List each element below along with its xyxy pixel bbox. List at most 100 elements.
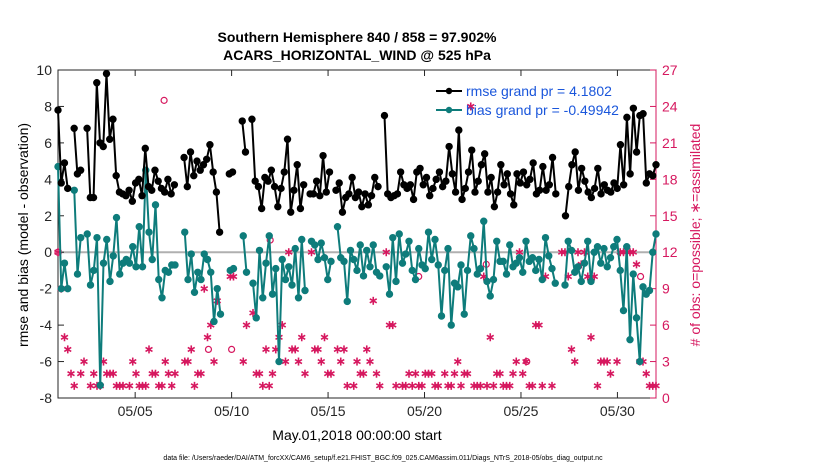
asterisk-stroke <box>291 346 300 353</box>
obs-assimilated-marker <box>632 260 641 269</box>
obs-assimilated-marker <box>320 333 329 342</box>
bias-line <box>183 232 222 323</box>
rmse-point <box>199 161 208 169</box>
y-tick-label-left: 8 <box>44 98 52 114</box>
rmse-point <box>170 181 179 189</box>
bias-point <box>441 266 449 275</box>
bias-line <box>242 235 248 273</box>
obs-assimilated-marker <box>327 369 335 378</box>
bias-point <box>242 268 251 276</box>
bias-point <box>301 286 309 295</box>
asterisk-stroke <box>294 358 303 365</box>
y-axis-label-right: # of obs: o=possible; ∗=assimilated <box>687 124 703 347</box>
rmse-point <box>632 148 641 156</box>
rmse-point <box>406 181 415 189</box>
rmse-point <box>202 155 211 163</box>
obs-assimilated-marker <box>307 248 316 257</box>
asterisk-stroke <box>632 261 641 268</box>
obs-assimilated-marker <box>369 296 378 305</box>
rmse-point <box>455 126 463 134</box>
obs-possible-marker <box>204 345 213 354</box>
rmse-point <box>228 168 237 176</box>
bias-point <box>434 261 442 269</box>
bias-point <box>652 230 660 238</box>
rmse-point <box>590 184 599 193</box>
asterisk-stroke <box>411 371 420 377</box>
obs-assimilated-marker <box>167 381 176 390</box>
bias-point <box>129 243 137 251</box>
asterisk-stroke <box>401 383 410 389</box>
rmse-point <box>409 195 418 204</box>
obs-assimilated-marker <box>128 357 137 366</box>
asterisk-stroke <box>366 358 374 365</box>
obs-assimilated-marker <box>466 102 475 111</box>
rmse-point <box>568 161 576 169</box>
obs-assimilated-marker <box>239 357 248 366</box>
rmse-point <box>358 202 366 211</box>
asterisk-stroke <box>109 371 118 377</box>
bias-point <box>135 223 143 231</box>
rmse-point <box>523 181 531 189</box>
bias-point <box>333 223 342 231</box>
rmse-point <box>112 171 120 180</box>
rmse-point <box>154 177 162 185</box>
rmse-point <box>561 212 570 220</box>
obs-assimilated-marker <box>457 381 465 390</box>
bias-point <box>538 275 546 284</box>
asterisk-stroke <box>320 334 329 340</box>
obs-assimilated-marker <box>229 272 238 281</box>
bias-point <box>567 246 576 255</box>
obs-assimilated-marker <box>388 321 397 330</box>
bias-line <box>86 169 175 387</box>
rmse-point <box>89 193 98 202</box>
bias-point <box>109 252 117 260</box>
asterisk-stroke <box>141 383 150 389</box>
asterisk-stroke <box>76 371 85 377</box>
x-tick-label: 05/15 <box>311 403 346 419</box>
bias-point <box>285 263 293 271</box>
bias-point <box>597 259 605 267</box>
obs-assimilated-marker <box>535 321 543 330</box>
bias-point <box>392 277 400 286</box>
rmse-point <box>500 181 508 189</box>
bias-point <box>613 235 621 244</box>
obs-assimilated-marker <box>518 369 527 378</box>
x-tick-label: 05/25 <box>503 403 538 419</box>
obs-assimilated-marker <box>145 345 153 354</box>
asterisk-stroke <box>184 358 192 365</box>
bias-point <box>369 241 377 249</box>
bias-point <box>493 237 501 245</box>
bias-point <box>437 312 446 320</box>
rmse-point <box>287 208 295 216</box>
bias-point <box>184 275 192 284</box>
rmse-point <box>345 190 353 198</box>
rmse-point <box>241 148 250 156</box>
rmse-point <box>361 190 369 198</box>
obs-assimilated-marker <box>340 345 348 354</box>
bias-point <box>470 244 478 253</box>
obs-assimilated-marker <box>184 357 192 366</box>
asterisk-stroke <box>255 371 264 377</box>
obs-assimilated-marker <box>486 333 495 342</box>
y-tick-label-right: 3 <box>662 354 670 370</box>
rmse-point <box>577 164 586 173</box>
rmse-point <box>380 111 389 120</box>
rmse-point <box>393 190 402 198</box>
obs-assimilated-marker <box>528 381 537 390</box>
bias-point <box>532 266 540 275</box>
asterisk-stroke <box>538 383 547 389</box>
bias-point <box>515 253 524 262</box>
obs-assimilated-marker <box>210 357 218 366</box>
rmse-point <box>571 148 579 156</box>
asterisk-stroke <box>463 371 472 377</box>
bias-point <box>363 246 371 255</box>
asterisk-stroke <box>317 358 326 365</box>
bias-point <box>645 286 654 295</box>
x-tick-label: 05/10 <box>214 403 249 419</box>
rmse-point <box>535 186 544 194</box>
rmse-line <box>241 120 247 153</box>
asterisk-stroke <box>408 383 417 389</box>
bias-point <box>93 233 101 242</box>
rmse-point <box>458 195 466 204</box>
asterisk-stroke <box>63 346 72 353</box>
